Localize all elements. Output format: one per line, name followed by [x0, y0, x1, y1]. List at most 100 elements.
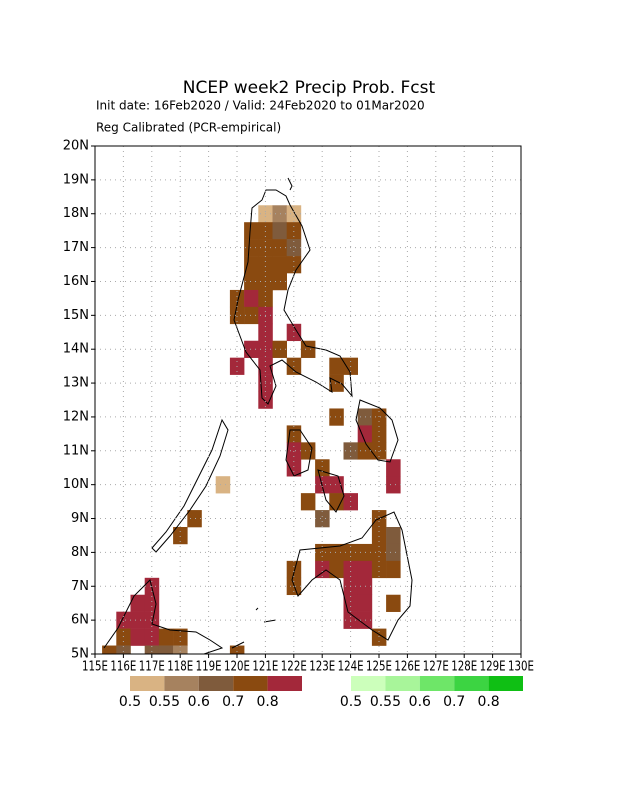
legend-label: 0.6: [188, 694, 210, 710]
y-tick-label: 18N: [63, 206, 89, 221]
cell: [371, 408, 387, 426]
legend-swatch: [385, 676, 420, 691]
cell: [244, 289, 259, 308]
cell: [173, 645, 188, 654]
y-tick-label: 6N: [71, 613, 89, 628]
cell: [244, 239, 259, 257]
cell: [102, 645, 117, 654]
legend-swatch: [233, 676, 268, 691]
legend-swatch: [130, 676, 165, 691]
cells: [102, 205, 401, 654]
x-tick-label: 130E: [508, 660, 534, 675]
cell: [244, 273, 259, 291]
cell: [329, 560, 344, 579]
cell: [371, 543, 387, 562]
cell: [144, 594, 160, 612]
cell: [272, 273, 287, 291]
y-tick-label: 5N: [71, 647, 89, 662]
legend-label: 0.7: [443, 694, 465, 710]
cell: [371, 527, 387, 545]
x-tick-label: 116E: [110, 660, 136, 675]
x-tick-label: 126E: [394, 660, 420, 675]
cell: [144, 611, 160, 629]
subtitle: Init date: 16Feb2020 / Valid: 24Feb2020 …: [96, 99, 425, 113]
x-tick-label: 125E: [366, 660, 392, 675]
x-tick-label: 127E: [423, 660, 449, 675]
legend-swatch: [351, 676, 386, 691]
cell: [244, 340, 259, 358]
cell: [286, 442, 302, 460]
x-tick-label: 117E: [139, 660, 165, 675]
legend-label: 0.6: [409, 694, 431, 710]
cell: [272, 239, 287, 257]
cell: [315, 560, 330, 579]
cell: [386, 594, 401, 612]
cell: [357, 577, 373, 596]
legend-label: 0.5: [119, 694, 141, 710]
cell: [371, 560, 387, 579]
legend-swatch: [419, 676, 455, 691]
cell: [187, 510, 202, 528]
x-tick-label: 129E: [480, 660, 506, 675]
cell: [357, 611, 373, 629]
legend-label: 0.55: [149, 694, 180, 710]
x-tick-label: 120E: [224, 660, 250, 675]
cell: [173, 628, 188, 646]
legend-swatch: [198, 676, 234, 691]
legend-swatch: [488, 676, 523, 691]
cell: [386, 543, 401, 562]
note: Reg Calibrated (PCR-empirical): [96, 121, 281, 135]
title: NCEP week2 Precip Prob. Fcst: [183, 78, 436, 98]
cell: [130, 594, 145, 612]
legend-swatch: [454, 676, 489, 691]
cell: [329, 476, 344, 494]
cell: [386, 560, 401, 579]
cell: [286, 323, 302, 342]
cell: [357, 543, 373, 562]
x-tick-label: 124E: [338, 660, 364, 675]
y-tick-label: 10N: [63, 477, 89, 492]
legend-label: 0.55: [370, 694, 401, 710]
cell: [329, 408, 344, 426]
cell: [272, 340, 287, 358]
cell: [329, 493, 344, 511]
cell: [158, 628, 174, 646]
cell: [258, 256, 273, 274]
cell: [144, 628, 160, 646]
legend-swatch: [164, 676, 199, 691]
cell: [371, 628, 387, 646]
cell: [116, 645, 131, 654]
cell: [315, 510, 330, 528]
legend-label: 0.5: [340, 694, 362, 710]
y-tick-label: 9N: [71, 511, 89, 526]
legend-label: 0.7: [222, 694, 244, 710]
cell: [371, 425, 387, 443]
y-tick-label: 20N: [63, 139, 89, 154]
x-tick-label: 118E: [167, 660, 193, 675]
cell: [258, 222, 273, 240]
cell: [357, 425, 373, 443]
x-tick-label: 122E: [281, 660, 307, 675]
cell: [300, 442, 316, 460]
cell: [258, 289, 273, 308]
cell: [286, 256, 302, 274]
cell: [130, 611, 145, 629]
cell: [286, 459, 302, 477]
cell: [357, 594, 373, 612]
cell: [386, 476, 401, 494]
x-tick-label: 128E: [451, 660, 477, 675]
cell: [244, 222, 259, 240]
cell: [386, 459, 401, 477]
cell: [286, 222, 302, 240]
x-tick-label: 121E: [252, 660, 278, 675]
y-tick-label: 8N: [71, 545, 89, 560]
y-tick-label: 17N: [63, 240, 89, 255]
y-tick-label: 14N: [63, 342, 89, 357]
legend-label: 0.8: [477, 694, 499, 710]
legend-swatch: [267, 676, 302, 691]
cell: [371, 442, 387, 460]
cell: [144, 645, 160, 654]
cell: [357, 408, 373, 426]
y-tick-label: 19N: [63, 172, 89, 187]
y-tick-label: 7N: [71, 579, 89, 594]
